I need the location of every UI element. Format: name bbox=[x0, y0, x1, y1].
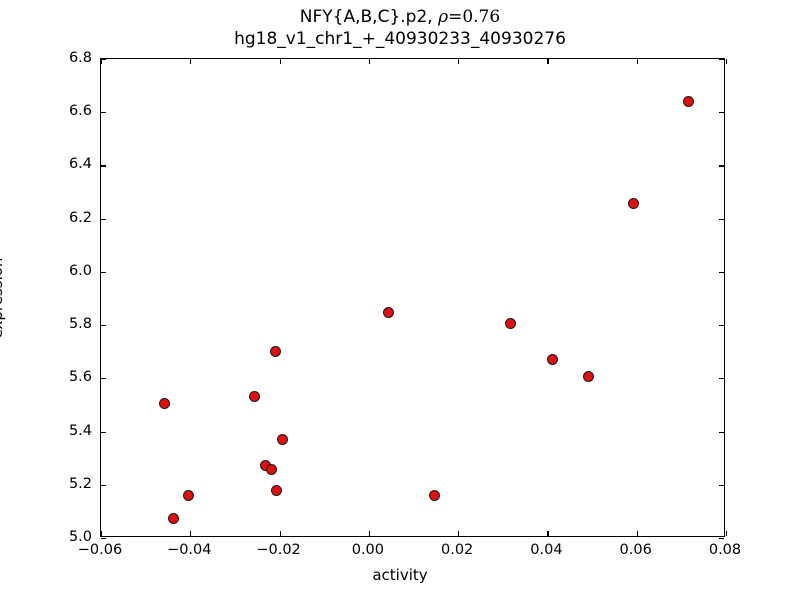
y-tick-mark-right bbox=[719, 218, 724, 220]
x-tick-label: 0.04 bbox=[530, 542, 563, 558]
x-tick-mark bbox=[726, 531, 728, 536]
y-tick-mark bbox=[101, 538, 106, 540]
y-axis-label: expression bbox=[0, 257, 6, 339]
x-tick-mark bbox=[190, 531, 192, 536]
scatter-point bbox=[383, 307, 395, 319]
x-tick-mark bbox=[547, 531, 549, 536]
y-tick-mark bbox=[101, 378, 106, 380]
y-tick-mark-right bbox=[719, 538, 724, 540]
x-tick-label: 0.00 bbox=[351, 542, 384, 558]
y-tick-mark-right bbox=[719, 271, 724, 273]
x-tick-mark-top bbox=[190, 59, 192, 64]
x-tick-mark-top bbox=[368, 59, 370, 64]
scatter-point bbox=[270, 346, 282, 358]
chart-title-line-2: hg18_v1_chr1_+_40930233_40930276 bbox=[234, 29, 566, 49]
x-tick-label: 0.06 bbox=[619, 542, 652, 558]
scatter-point bbox=[627, 198, 639, 210]
chart-title-line-1: NFY{A,B,C}.p2, ρ=0.76 bbox=[0, 6, 800, 28]
scatter-point bbox=[183, 490, 195, 502]
x-tick-mark bbox=[458, 531, 460, 536]
scatter-point bbox=[504, 318, 516, 330]
x-tick-mark-top bbox=[636, 59, 638, 64]
x-tick-mark-top bbox=[279, 59, 281, 64]
title-prefix: NFY{A,B,C}.p2, bbox=[299, 7, 439, 27]
y-tick-mark bbox=[101, 271, 106, 273]
scatter-point bbox=[682, 96, 694, 108]
y-tick-label: 6.2 bbox=[68, 209, 92, 226]
y-tick-mark bbox=[101, 165, 106, 167]
rho-symbol: ρ bbox=[438, 7, 449, 27]
scatter-point bbox=[158, 398, 170, 410]
scatter-point bbox=[270, 485, 282, 497]
y-tick-label: 6.4 bbox=[68, 156, 92, 173]
scatter-point bbox=[265, 464, 277, 476]
scatter-point bbox=[168, 512, 180, 524]
y-tick-mark bbox=[101, 325, 106, 327]
x-tick-label: 0.08 bbox=[708, 542, 742, 558]
y-tick-mark-right bbox=[719, 484, 724, 486]
x-tick-label: −0.02 bbox=[256, 542, 301, 558]
y-tick-mark-right bbox=[719, 59, 724, 61]
y-tick-mark-right bbox=[719, 112, 724, 114]
x-tick-label: −0.06 bbox=[77, 542, 123, 558]
x-tick-label: 0.02 bbox=[440, 542, 474, 558]
y-tick-mark bbox=[101, 59, 106, 61]
x-tick-mark-top bbox=[458, 59, 460, 64]
y-tick-mark-right bbox=[719, 431, 724, 433]
x-tick-mark-top bbox=[101, 59, 103, 64]
y-tick-mark bbox=[101, 484, 106, 486]
y-tick-label: 5.6 bbox=[68, 369, 92, 386]
y-tick-label: 6.6 bbox=[68, 103, 92, 120]
x-tick-mark bbox=[101, 531, 103, 536]
y-tick-label: 6.8 bbox=[68, 50, 92, 66]
x-tick-mark bbox=[368, 531, 370, 536]
x-tick-mark bbox=[636, 531, 638, 536]
y-tick-label: 5.8 bbox=[68, 316, 92, 333]
scatter-point bbox=[249, 391, 261, 403]
y-tick-mark bbox=[101, 431, 106, 433]
plot-axes bbox=[100, 58, 728, 540]
y-tick-mark bbox=[101, 112, 106, 114]
y-tick-mark bbox=[101, 218, 106, 220]
y-tick-label: 5.4 bbox=[68, 422, 92, 439]
x-tick-mark bbox=[279, 531, 281, 536]
x-tick-label: −0.04 bbox=[167, 542, 212, 558]
scatter-plot-area bbox=[101, 59, 724, 536]
y-tick-label: 5.2 bbox=[68, 475, 92, 492]
y-tick-label: 5.0 bbox=[68, 529, 92, 545]
x-axis-label: activity bbox=[372, 566, 428, 584]
scatter-point bbox=[583, 371, 594, 383]
scatter-point bbox=[276, 434, 288, 446]
scatter-point bbox=[546, 354, 558, 366]
chart-title: NFY{A,B,C}.p2, ρ=0.76 hg18_v1_chr1_+_409… bbox=[0, 6, 800, 50]
y-tick-label: 6.0 bbox=[68, 262, 92, 279]
y-tick-mark-right bbox=[719, 165, 724, 167]
y-tick-mark-right bbox=[719, 378, 724, 380]
y-tick-mark-right bbox=[719, 325, 724, 327]
rho-value: =0.76 bbox=[448, 7, 501, 27]
x-tick-mark-top bbox=[547, 59, 549, 64]
x-tick-mark-top bbox=[726, 59, 728, 64]
scatter-point bbox=[429, 490, 441, 502]
